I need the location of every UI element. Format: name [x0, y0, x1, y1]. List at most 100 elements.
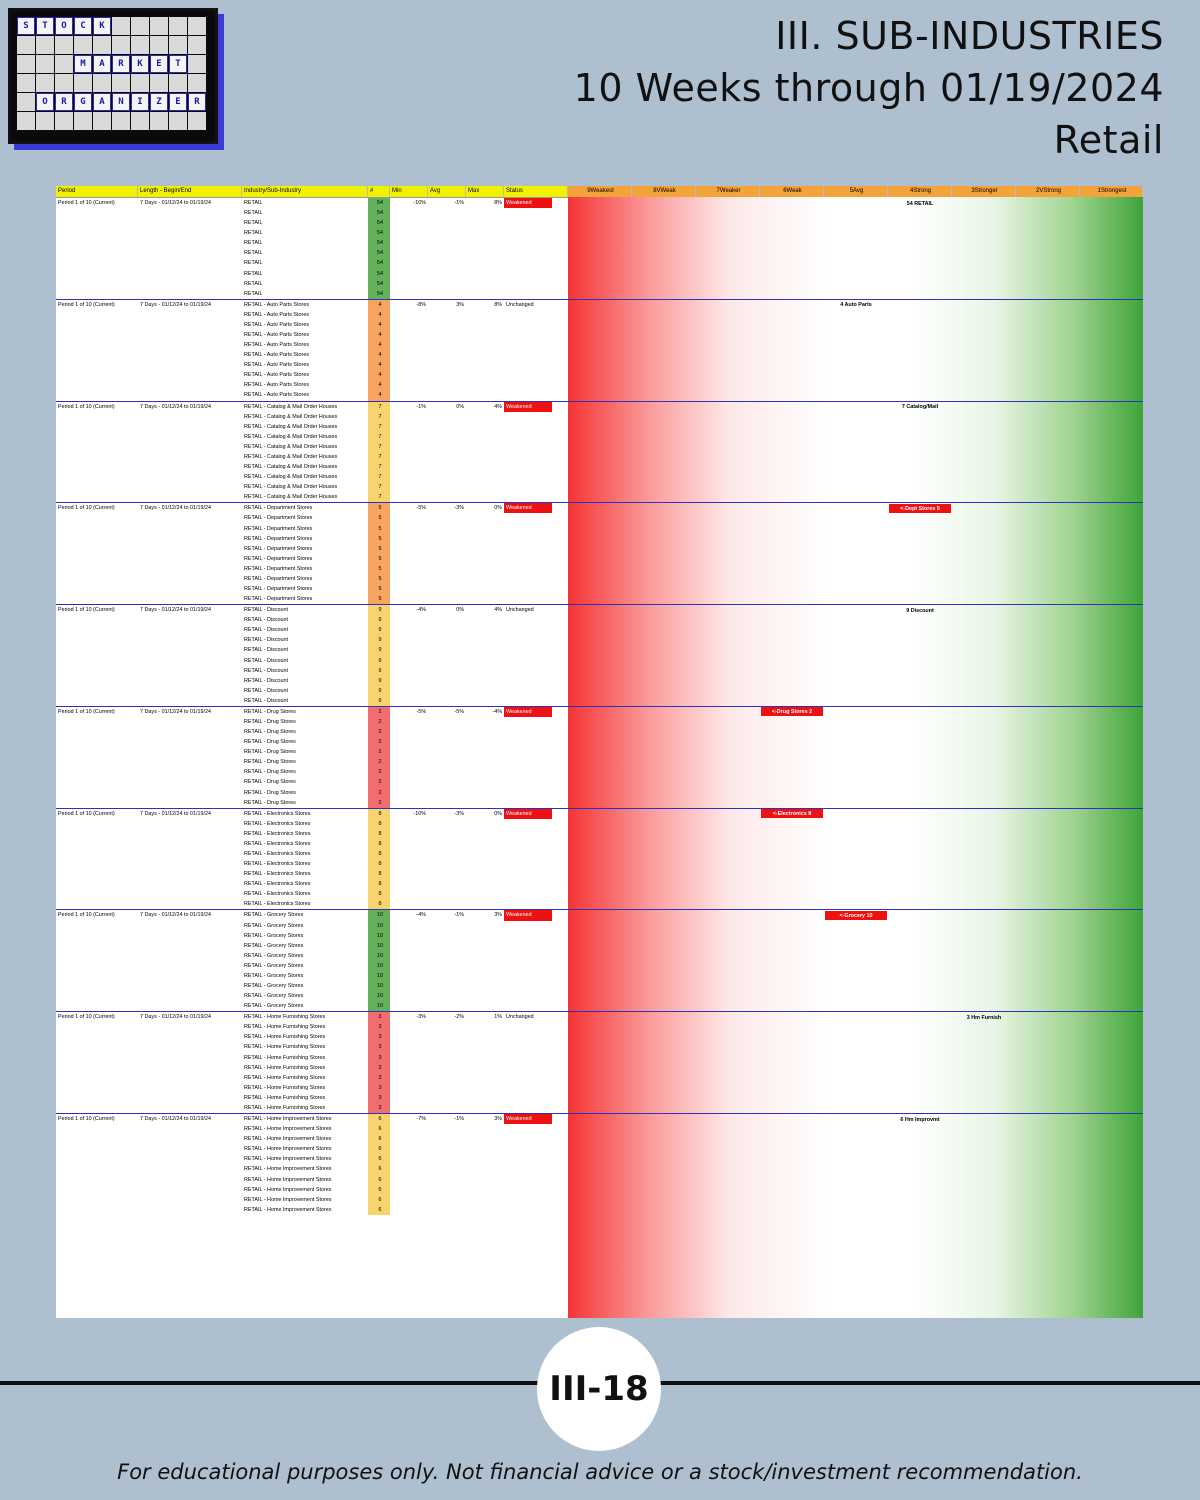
table-row: RETAIL - Catalog & Mail Order Houses 7 [56, 492, 1143, 503]
period-cell [56, 228, 138, 238]
logo-cell [74, 36, 92, 54]
column-header[interactable]: 3Stronger [952, 186, 1016, 197]
avg-cell [428, 462, 466, 472]
avg-cell [428, 370, 466, 380]
min-cell: -5% [416, 708, 426, 715]
column-header[interactable]: Industry/Sub-Industry [242, 186, 368, 197]
logo-cell [150, 112, 168, 130]
industry-cell: RETAIL - Discount [244, 657, 289, 664]
length-cell [138, 1073, 242, 1083]
count-cell: 3 [368, 1032, 390, 1043]
table-body: Period 1 of 10 (Current) 7 Days - 01/12/2… [56, 198, 1143, 1215]
avg-cell [428, 258, 466, 268]
table-row: RETAIL - Drug Stores 2 [56, 787, 1143, 798]
status-cell [504, 951, 552, 961]
table-row: RETAIL - Department Stores 5 [56, 543, 1143, 554]
period-cell: Period 1 of 10 (Current) [58, 912, 115, 919]
period-cell [56, 981, 138, 991]
min-cell [390, 320, 428, 330]
industry-cell: RETAIL [244, 270, 263, 277]
period-cell [56, 717, 138, 727]
length-cell [138, 492, 242, 502]
period-cell [56, 951, 138, 961]
length-cell [138, 208, 242, 218]
industry-cell: RETAIL - Home Improvement Stores [244, 1136, 332, 1143]
column-header[interactable]: Avg [428, 186, 466, 197]
avg-cell [428, 472, 466, 482]
avg-cell [428, 777, 466, 787]
status-cell [504, 390, 552, 400]
period-cell: Period 1 of 10 (Current) [58, 200, 115, 206]
min-cell [390, 1164, 428, 1174]
status-cell [504, 1042, 552, 1052]
period-cell [56, 961, 138, 971]
length-cell: 7 Days - 01/12/24 to 01/19/24 [140, 505, 212, 512]
count-cell: 7 [368, 482, 390, 493]
column-header[interactable]: 2VStrong [1016, 186, 1080, 197]
table-row: RETAIL - Auto Parts Stores 4 [56, 309, 1143, 320]
logo-cell: I [131, 93, 149, 111]
count-cell: 5 [368, 533, 390, 544]
period-cell [56, 482, 138, 492]
industry-cell: RETAIL - Department Stores [244, 555, 313, 562]
column-header[interactable]: # [368, 186, 390, 197]
column-header[interactable]: 4Strong [888, 186, 952, 197]
column-header[interactable]: Length - Begin/End [138, 186, 242, 197]
max-cell [466, 218, 504, 228]
industry-cell: RETAIL - Auto Parts Stores [244, 332, 310, 339]
length-cell [138, 727, 242, 737]
column-header[interactable]: 7Weaker [696, 186, 760, 197]
length-cell [138, 340, 242, 350]
industry-cell: RETAIL - Department Stores [244, 535, 313, 542]
max-cell [466, 513, 504, 523]
industry-cell: RETAIL - Home Furnishing Stores [244, 1064, 326, 1071]
column-header[interactable]: 5Avg [824, 186, 888, 197]
length-cell [138, 564, 242, 574]
count-cell: 9 [368, 645, 390, 656]
column-header[interactable]: 9Weakest [568, 186, 632, 197]
count-cell: 4 [368, 390, 390, 401]
period-cell [56, 676, 138, 686]
column-header[interactable]: Min [390, 186, 428, 197]
logo-cell: N [112, 93, 130, 111]
count-cell: 3 [368, 1022, 390, 1033]
min-cell [390, 899, 428, 909]
industry-cell: RETAIL - Discount [244, 627, 289, 634]
logo-cell [36, 55, 54, 73]
min-cell [390, 981, 428, 991]
page-title: III. SUB-INDUSTRIES [775, 14, 1164, 58]
count-cell: 4 [368, 360, 390, 371]
avg-cell [428, 899, 466, 909]
count-cell: 54 [368, 218, 390, 229]
column-header[interactable]: 1Strongest [1080, 186, 1143, 197]
column-header[interactable]: Max [466, 186, 504, 197]
industry-cell: RETAIL - Grocery Stores [244, 972, 304, 979]
industry-cell: RETAIL - Drug Stores [244, 779, 296, 786]
column-header[interactable]: 6Weak [760, 186, 824, 197]
logo-cell: R [188, 93, 206, 111]
count-cell: 8 [368, 828, 390, 839]
period-cell [56, 1205, 138, 1215]
length-cell [138, 218, 242, 228]
length-cell [138, 258, 242, 268]
avg-cell [428, 829, 466, 839]
industry-cell: RETAIL - Electronics Stores [244, 820, 311, 827]
column-header[interactable]: Period [56, 186, 138, 197]
length-cell [138, 1205, 242, 1215]
industry-cell: RETAIL - Department Stores [244, 596, 313, 603]
count-cell: 8 [368, 899, 390, 910]
column-header[interactable]: Status [504, 186, 568, 197]
max-cell [466, 849, 504, 859]
min-cell [390, 798, 428, 808]
min-cell [390, 1022, 428, 1032]
industry-cell: RETAIL - Home Improvement Stores [244, 1186, 332, 1193]
max-cell [466, 951, 504, 961]
length-cell [138, 452, 242, 462]
logo-cell [55, 55, 73, 73]
status-cell [504, 777, 552, 787]
count-cell: 10 [368, 910, 390, 921]
column-header[interactable]: 8VWeak [632, 186, 696, 197]
length-cell [138, 941, 242, 951]
period-cell [56, 412, 138, 422]
count-cell: 54 [368, 208, 390, 219]
